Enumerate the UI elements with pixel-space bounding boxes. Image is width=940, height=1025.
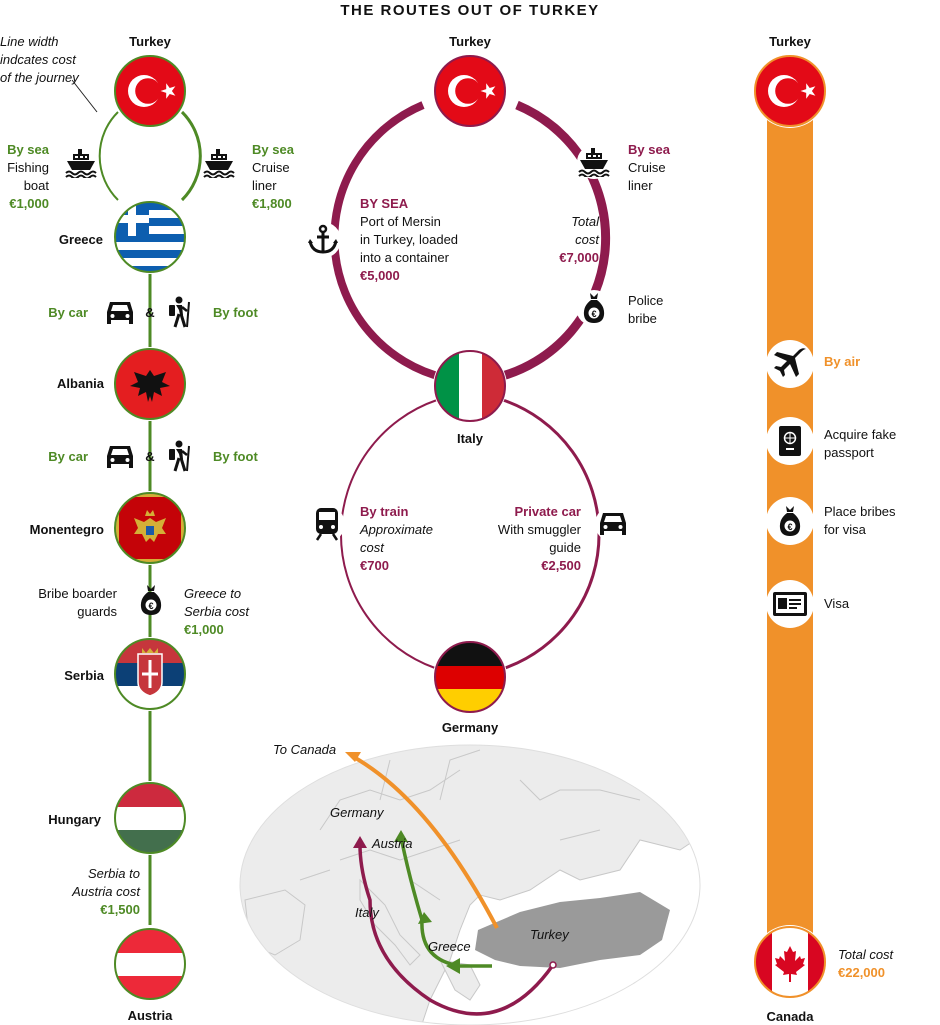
germany-flag-icon [433, 640, 507, 714]
serbia-label: Serbia [64, 668, 104, 683]
route3-total-cost-label: Total cost €22,000 [838, 947, 894, 980]
turkey-flag-icon [433, 54, 507, 128]
italy-label: Italy [456, 431, 483, 446]
by-foot-label: By foot [213, 449, 258, 464]
map-austria-label: Austria [372, 836, 413, 851]
fishing-boat-icon [65, 148, 97, 178]
turkey-flag-icon [753, 54, 827, 128]
car-icon [107, 302, 133, 324]
hungary-flag-icon [113, 781, 187, 855]
visa-label: Visa [824, 596, 850, 611]
map-to-canada-label: To Canada [273, 742, 337, 757]
by-foot-label: By foot [213, 305, 258, 320]
route1-note: Line width indcates cost of the journey [0, 34, 79, 85]
private-car-label: Private car With smuggler guide €2,500 [497, 504, 581, 573]
greece-flag-icon [113, 200, 187, 274]
serbia-flag-icon [113, 637, 187, 711]
montenegro-flag-icon [113, 491, 187, 565]
map-italy-label: Italy [355, 905, 379, 920]
hiker-icon [167, 296, 191, 328]
ampersand-label: & [145, 305, 155, 320]
route3-origin-label: Turkey [769, 34, 811, 49]
greece-label: Greece [58, 232, 103, 247]
passport-icon [778, 425, 802, 457]
map-turkey-label: Turkey [530, 927, 569, 942]
canada-label: Canada [766, 1009, 814, 1024]
visa-card-icon [773, 592, 807, 616]
by-car-label: By car [48, 449, 88, 464]
visa-bribe-label: Place bribes for visa [824, 504, 896, 537]
austria-label: Austria [127, 1008, 173, 1023]
route1-sea-left-label: By sea Fishing boat €1,000 [7, 142, 49, 211]
serbia-austria-cost-label: Serbia to Austria cost €1,500 [72, 866, 140, 917]
europe-map [239, 744, 701, 1025]
germany-label: Germany [441, 720, 499, 735]
route2-origin-label: Turkey [449, 34, 491, 49]
car-icon [107, 446, 133, 468]
italy-flag-icon [433, 349, 507, 423]
ampersand-label: & [145, 449, 155, 464]
route2-sea-right-label: By sea Cruise liner [628, 142, 670, 193]
page-title: THE ROUTES OUT OF TURKEY [340, 2, 600, 19]
money-bag-icon [140, 585, 162, 615]
austria-flag-icon [113, 927, 187, 1001]
map-greece-label: Greece [428, 939, 471, 954]
turkey-flag-icon [113, 54, 187, 128]
train-label: By train Approximate cost €700 [360, 504, 433, 573]
route1-origin-label: Turkey [129, 34, 171, 49]
route2-sea-left-label: BY SEA Port of Mersin in Turkey, loaded in… [360, 196, 459, 283]
albania-flag-icon [113, 347, 187, 421]
bribe-guards-label: Bribe boarder guards [38, 586, 117, 619]
greece-serbia-cost-label: Greece to Serbia cost €1,000 [184, 586, 250, 637]
albania-label: Albania [57, 376, 104, 391]
montenegro-label: Monentegro [29, 522, 104, 537]
by-air-label: By air [824, 354, 861, 369]
hiker-icon [167, 440, 191, 472]
police-bribe-label: Police bribe [628, 293, 664, 326]
hungary-label: Hungary [48, 812, 101, 827]
fake-passport-label: Acquire fake passport [824, 427, 897, 460]
canada-flag-icon [753, 925, 827, 999]
map-germany-label: Germany [330, 805, 384, 820]
by-car-label: By car [48, 305, 88, 320]
cruise-liner-icon [203, 148, 235, 178]
route1-sea-right-label: By sea Cruise liner €1,800 [252, 142, 294, 211]
route2-total-cost-label: Total cost €7,000 [559, 214, 599, 265]
